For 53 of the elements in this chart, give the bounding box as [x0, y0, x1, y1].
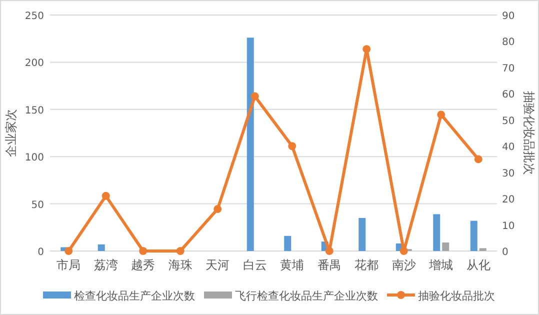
y2-tick-label: 40	[502, 142, 515, 154]
bar	[479, 248, 486, 251]
point	[362, 45, 371, 54]
x-tick-label: 黄埔	[280, 258, 304, 272]
y-tick-label: 150	[24, 105, 44, 116]
y-tick-label: 250	[24, 11, 44, 22]
point	[325, 247, 334, 255]
legend-label: 抽验化妆品批次	[418, 290, 495, 302]
x-tick-label: 番禺	[317, 258, 342, 272]
y2-tick-label: 80	[502, 37, 515, 48]
y-tick-label: 50	[31, 200, 44, 211]
x-tick-label: 海珠	[168, 258, 192, 272]
y2-tick-label: 30	[502, 168, 515, 180]
x-tick-label: 天河	[206, 258, 230, 272]
legend-label: 飞行检查化妆品生产企业次数	[235, 290, 378, 302]
bar	[470, 220, 478, 251]
point	[102, 192, 110, 200]
bar	[284, 236, 292, 251]
bar	[98, 244, 105, 251]
y2-tick-label: 60	[502, 90, 515, 101]
x-tick-label: 市局	[56, 258, 81, 272]
point	[139, 247, 148, 255]
x-tick-label: 南沙	[392, 258, 416, 272]
x-tick-label: 荔湾	[94, 258, 118, 272]
point	[474, 155, 482, 164]
point	[214, 205, 222, 214]
point	[64, 247, 73, 255]
x-tick-label: 白云	[242, 258, 267, 272]
y2-tick-label: 70	[502, 63, 515, 74]
y-tick-label: 0	[38, 247, 44, 258]
point	[250, 92, 259, 100]
point	[176, 247, 184, 255]
y2-tick-label: 10	[502, 220, 515, 232]
y2-tick-label: 90	[502, 11, 515, 22]
point	[437, 110, 446, 119]
x-tick-label: 从化	[466, 258, 490, 272]
y-axis-title: 企业家次	[4, 109, 18, 157]
y2-tick-label: 20	[502, 194, 515, 206]
point	[288, 142, 296, 150]
bar	[246, 38, 254, 251]
x-tick-label: 增城	[428, 258, 454, 272]
y2-tick-label: 0	[502, 247, 508, 258]
x-tick-label: 越秀	[131, 258, 156, 272]
y2-tick-label: 50	[502, 116, 515, 127]
bar	[433, 214, 440, 251]
x-tick-label: 花都	[354, 258, 379, 272]
point	[400, 247, 408, 255]
y-tick-label: 100	[24, 152, 44, 164]
bar	[442, 242, 450, 251]
legend-label: 检查化妆品生产企业次数	[74, 290, 195, 302]
bar	[358, 218, 366, 251]
y-tick-label: 200	[24, 58, 44, 70]
y2-axis-title: 抽验化妆品批次	[522, 91, 536, 175]
